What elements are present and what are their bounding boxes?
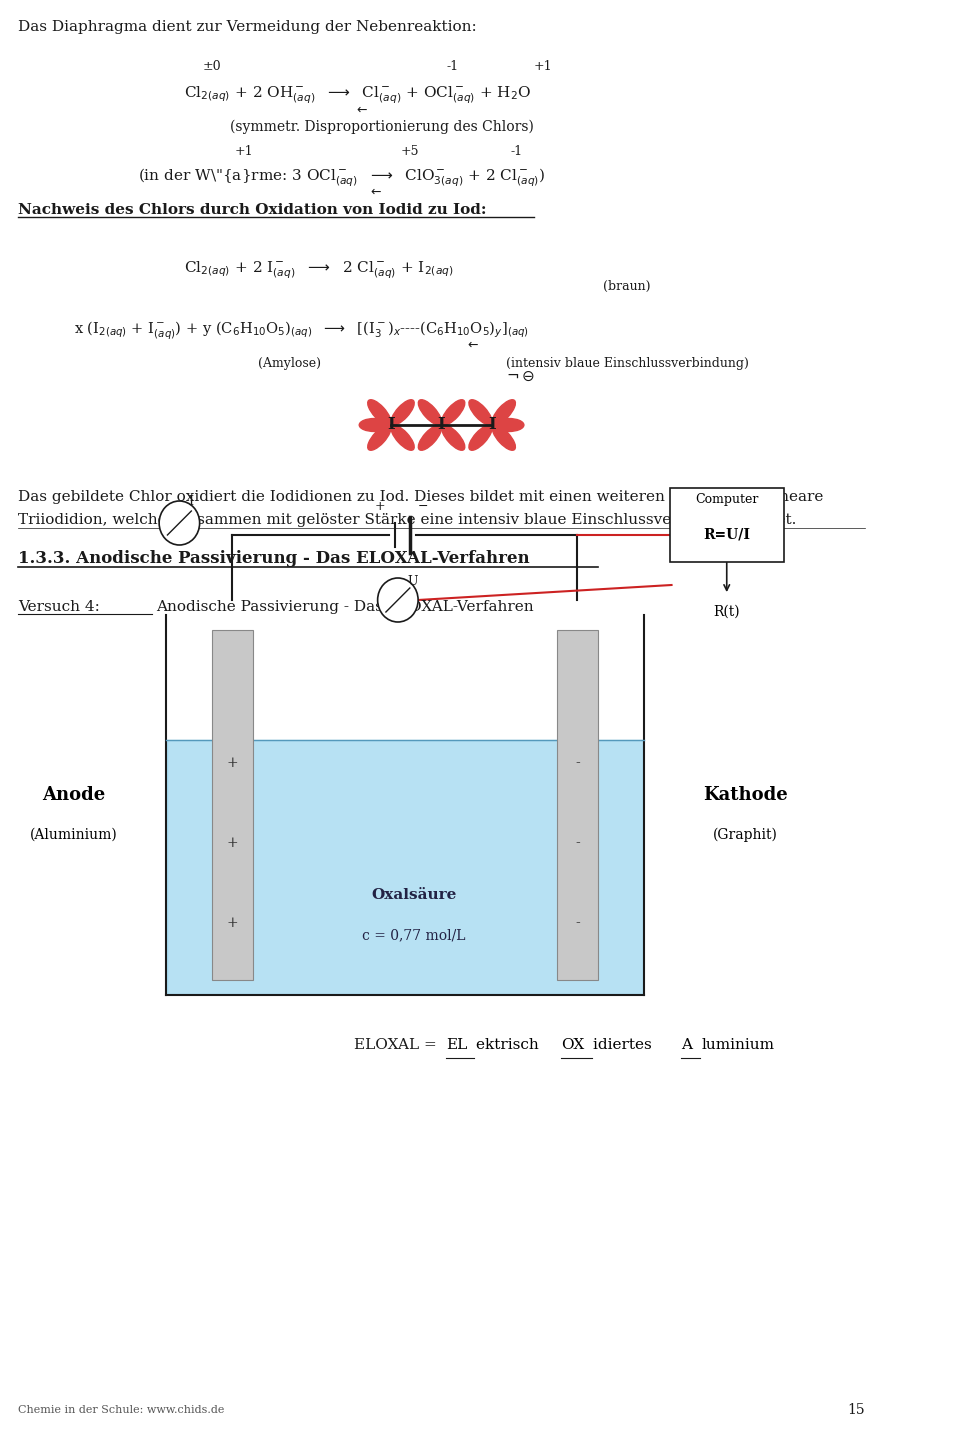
Ellipse shape (492, 400, 516, 425)
Text: +5: +5 (400, 144, 419, 158)
Text: Anodische Passivierung - Das ELOXAL-Verfahren: Anodische Passivierung - Das ELOXAL-Verf… (156, 600, 534, 614)
Text: Anode: Anode (42, 786, 106, 803)
Ellipse shape (359, 419, 390, 432)
Text: idiertes: idiertes (593, 1038, 657, 1052)
Ellipse shape (419, 400, 442, 425)
Text: luminium: luminium (702, 1038, 775, 1052)
Bar (557, 630, 598, 980)
Text: $\leftarrow$: $\leftarrow$ (368, 185, 382, 198)
Text: x (I$_{2(aq)}$ + I$^-_{(aq)}$) + y (C$_6$H$_{10}$O$_5$)$_{(aq)}$  $\longrightarr: x (I$_{2(aq)}$ + I$^-_{(aq)}$) + y (C$_6… (74, 319, 529, 342)
Text: Computer: Computer (695, 494, 758, 507)
Text: -: - (575, 916, 580, 931)
Ellipse shape (419, 425, 442, 451)
Text: Das Diaphragma dient zur Vermeidung der Nebenreaktion:: Das Diaphragma dient zur Vermeidung der … (18, 20, 477, 35)
Ellipse shape (391, 400, 414, 425)
Text: R(t): R(t) (713, 605, 740, 618)
Text: -: - (575, 756, 580, 770)
Text: (braun): (braun) (603, 280, 650, 293)
Text: (Amylose): (Amylose) (257, 357, 321, 370)
Text: Triiodidion, welches zusammen mit gelöster Stärke eine intensiv blaue Einschluss: Triiodidion, welches zusammen mit gelöst… (18, 513, 797, 527)
Text: A: A (681, 1038, 692, 1052)
Ellipse shape (442, 425, 465, 451)
FancyBboxPatch shape (670, 488, 783, 562)
Bar (166, 740, 643, 994)
Text: Oxalsäure: Oxalsäure (372, 889, 457, 902)
Ellipse shape (468, 400, 492, 425)
Text: ELOXAL =: ELOXAL = (354, 1038, 442, 1052)
Text: $\neg\ominus$: $\neg\ominus$ (506, 370, 535, 384)
Text: (Aluminium): (Aluminium) (30, 828, 117, 842)
Text: R=U/I: R=U/I (704, 527, 750, 542)
Text: −: − (418, 500, 428, 513)
Text: Chemie in der Schule: www.chids.de: Chemie in der Schule: www.chids.de (18, 1405, 225, 1415)
Text: c = 0,77 mol/L: c = 0,77 mol/L (362, 928, 466, 942)
Text: Cl$_{2(aq)}$ + 2 OH$^-_{(aq)}$  $\longrightarrow$  Cl$^-_{(aq)}$ + OCl$^-_{(aq)}: Cl$_{2(aq)}$ + 2 OH$^-_{(aq)}$ $\longrig… (184, 85, 531, 107)
Text: +: + (227, 916, 238, 931)
Text: $\leftarrow$: $\leftarrow$ (465, 338, 479, 351)
Text: I: I (188, 496, 194, 509)
Ellipse shape (391, 425, 414, 451)
Text: -1: -1 (446, 61, 458, 74)
Ellipse shape (442, 400, 465, 425)
Text: (in der W\"{a}rme: 3 OCl$^-_{(aq)}$  $\longrightarrow$  ClO$^-_{3(aq)}$ + 2 Cl$^: (in der W\"{a}rme: 3 OCl$^-_{(aq)}$ $\lo… (138, 168, 545, 189)
Text: 15: 15 (847, 1403, 865, 1418)
Text: Cl$_{2(aq)}$ + 2 I$^-_{(aq)}$  $\longrightarrow$  2 Cl$^-_{(aq)}$ + I$_{2(aq)}$: Cl$_{2(aq)}$ + 2 I$^-_{(aq)}$ $\longrigh… (184, 260, 454, 282)
Ellipse shape (468, 425, 492, 451)
Text: I: I (438, 416, 445, 434)
Bar (211, 630, 253, 980)
Text: Versuch 4:: Versuch 4: (18, 600, 100, 614)
Text: -: - (575, 837, 580, 850)
Text: EL: EL (446, 1038, 468, 1052)
Text: +: + (374, 500, 385, 513)
Text: Nachweis des Chlors durch Oxidation von Iodid zu Iod:: Nachweis des Chlors durch Oxidation von … (18, 202, 487, 217)
Text: -1: -1 (511, 144, 522, 158)
Text: I: I (489, 416, 496, 434)
Text: ektrisch: ektrisch (475, 1038, 543, 1052)
Text: (intensiv blaue Einschlussverbindung): (intensiv blaue Einschlussverbindung) (506, 357, 749, 370)
Circle shape (377, 578, 419, 621)
Text: Das gebildete Chlor oxidiert die Iodidionen zu Iod. Dieses bildet mit einen weit: Das gebildete Chlor oxidiert die Iodidio… (18, 490, 824, 504)
Ellipse shape (493, 419, 524, 432)
Text: Kathode: Kathode (703, 786, 787, 803)
Text: +1: +1 (534, 61, 552, 74)
Text: $\leftarrow$: $\leftarrow$ (354, 103, 369, 116)
Text: +: + (227, 837, 238, 850)
Text: OX: OX (562, 1038, 585, 1052)
Text: 1.3.3. Anodische Passivierung - Das ELOXAL-Verfahren: 1.3.3. Anodische Passivierung - Das ELOX… (18, 551, 530, 566)
Text: I: I (387, 416, 395, 434)
Text: +: + (227, 756, 238, 770)
Text: (Graphit): (Graphit) (712, 828, 778, 842)
Circle shape (159, 501, 200, 545)
Text: U: U (407, 575, 418, 588)
Ellipse shape (368, 425, 391, 451)
Text: ±0: ±0 (203, 61, 221, 74)
Text: (symmetr. Disproportionierung des Chlors): (symmetr. Disproportionierung des Chlors… (230, 120, 534, 134)
Ellipse shape (368, 400, 391, 425)
Ellipse shape (492, 425, 516, 451)
Text: +1: +1 (234, 144, 253, 158)
